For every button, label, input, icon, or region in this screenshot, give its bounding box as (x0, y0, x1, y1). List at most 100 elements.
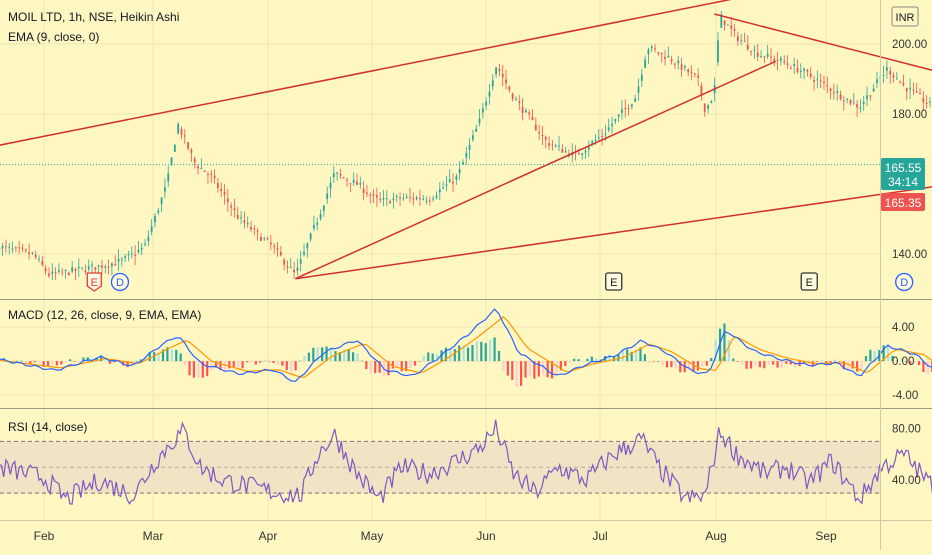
event-marker-dividend[interactable]: D (111, 274, 128, 291)
macd-histogram-bar (184, 361, 186, 365)
macd-histogram-bar (197, 361, 199, 377)
macd-histogram-bar (754, 361, 756, 366)
macd-histogram-bar (104, 361, 106, 362)
macd-histogram-bar (763, 361, 765, 368)
candle-body (518, 101, 520, 102)
macd-histogram-bar (325, 347, 327, 362)
candle-body (912, 90, 914, 91)
macd-histogram-bar (476, 341, 478, 361)
macd-histogram-bar (175, 350, 177, 361)
candle-body (459, 169, 461, 173)
macd-histogram-bar (272, 361, 274, 363)
macd-histogram-bar (295, 361, 297, 370)
candle-body (230, 206, 232, 208)
candle-body (369, 195, 371, 196)
macd-histogram-bar (732, 358, 734, 361)
candle-body (750, 51, 752, 52)
candle-body (591, 141, 593, 143)
event-marker-earnings[interactable]: E (801, 273, 817, 290)
candle-body (747, 45, 749, 49)
candle-body (717, 40, 719, 62)
candle-body (204, 170, 206, 172)
candle-body (191, 150, 193, 153)
time-axis-tick-label: Apr (259, 529, 278, 543)
candle-body (909, 88, 911, 90)
candle-body (763, 57, 765, 58)
candle-body (608, 127, 610, 130)
macd-histogram-bar (69, 359, 71, 361)
macd-histogram-bar (847, 361, 849, 370)
candle-body (694, 73, 696, 74)
macd-histogram-bar (838, 361, 840, 362)
price-axis-tick-label: 140.00 (892, 249, 927, 261)
candle-body (187, 142, 189, 148)
macd-histogram-bar (520, 361, 522, 386)
candle-body (604, 134, 606, 135)
candle-body (624, 108, 626, 109)
candle-body (310, 233, 312, 239)
candle-body (320, 214, 322, 219)
price-axis-tick-label: 200.00 (892, 39, 927, 51)
candle-body (200, 168, 202, 169)
candle-body (393, 199, 395, 201)
candle-body (896, 79, 898, 80)
candle-body (856, 104, 858, 107)
price-axis-tick-label: 180.00 (892, 109, 927, 121)
candle-body (704, 103, 706, 111)
candle-body (51, 272, 53, 274)
candle-body (850, 100, 852, 103)
macd-histogram-bar (286, 361, 288, 370)
candle-body (853, 102, 855, 103)
rsi-legend: RSI (14, close) (8, 420, 87, 434)
macd-histogram-bar (135, 361, 137, 362)
macd-histogram-bar (507, 361, 509, 376)
macd-histogram-bar (502, 361, 504, 371)
candle-body (171, 158, 173, 165)
candle-body (648, 50, 650, 55)
macd-histogram-bar (480, 342, 482, 361)
macd-histogram-bar (860, 361, 862, 369)
candle-body (104, 267, 106, 268)
candle-body (250, 227, 252, 230)
candle-body (641, 75, 643, 81)
macd-histogram-bar (418, 361, 420, 362)
macd-histogram-bar (781, 361, 783, 367)
candle-body (91, 265, 93, 266)
candle-body (512, 94, 514, 99)
time-axis-tick-label: Feb (34, 529, 55, 543)
candle-body (174, 145, 176, 152)
candle-body (929, 102, 931, 103)
candle-body (326, 194, 328, 199)
candle-body (863, 102, 865, 104)
macd-histogram-bar (250, 361, 252, 362)
candle-body (581, 153, 583, 155)
candle-body (585, 151, 587, 153)
candle-body (340, 174, 342, 175)
candle-body (588, 147, 590, 149)
candle-body (164, 187, 166, 191)
macd-histogram-bar (277, 361, 279, 365)
candle-body (903, 83, 905, 85)
macd-histogram-bar (259, 361, 261, 362)
candle-body (813, 80, 815, 82)
macd-histogram-bar (73, 361, 75, 362)
candle-body (75, 269, 77, 271)
candle-body (783, 61, 785, 62)
candle-body (108, 266, 110, 267)
event-marker-dividend[interactable]: D (896, 274, 913, 291)
macd-histogram-bar (414, 361, 416, 365)
candle-body (883, 75, 885, 76)
candle-body (45, 268, 47, 271)
event-marker-earnings[interactable]: E (606, 273, 622, 290)
candle (177, 122, 179, 135)
macd-histogram-bar (246, 361, 248, 362)
candle-body (505, 80, 507, 84)
candle-body (687, 70, 689, 73)
candle-body (899, 81, 901, 82)
macd-axis-tick-label: -4.00 (892, 390, 918, 402)
candle-body (154, 216, 156, 222)
macd-histogram-bar (701, 361, 703, 367)
candle-body (777, 60, 779, 61)
